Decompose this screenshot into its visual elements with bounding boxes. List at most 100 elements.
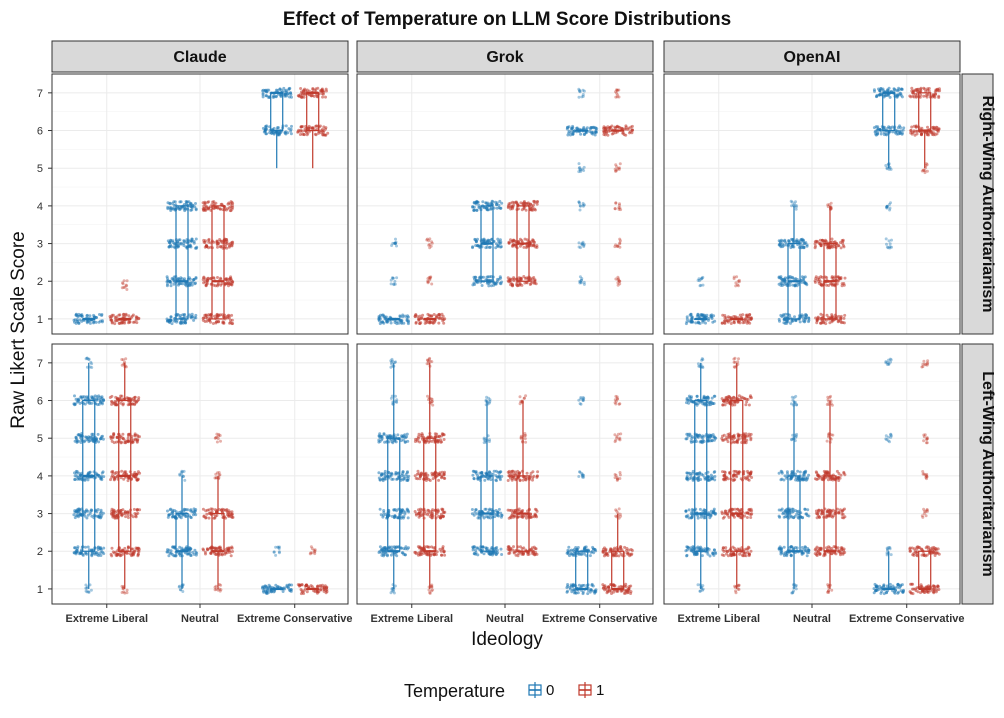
jitter-point [499,245,503,249]
jitter-point [390,362,394,366]
jitter-point [166,550,170,554]
jitter-point [795,284,799,288]
jitter-point [581,399,585,402]
jitter-point [85,552,89,556]
jitter-point [614,201,618,205]
jitter-point [188,546,192,550]
jitter-point [120,363,124,367]
jitter-point [626,591,630,595]
jitter-point [615,91,619,95]
jitter-point [825,313,829,317]
jitter-point [280,88,284,92]
jitter-point [272,550,276,554]
jitter-point [521,478,525,482]
jitter-point [609,589,613,593]
jitter-point [734,284,738,288]
jitter-point [126,545,130,549]
jitter-point [204,204,208,208]
jitter-point [416,469,420,473]
jitter-point [709,314,713,317]
jitter-point [178,473,182,477]
jitter-point [509,508,513,512]
jitter-point [569,133,572,137]
jitter-point [396,433,400,437]
box-neutral-t1 [506,394,540,558]
jitter-point [799,238,803,242]
jitter-point [131,515,135,519]
jitter-point [172,282,176,286]
jitter-point [429,397,433,401]
jitter-point [124,312,128,316]
jitter-point [482,552,486,556]
jitter-point [401,478,405,482]
jitter-point [566,583,570,586]
jitter-point [119,401,123,405]
jitter-point [123,441,127,445]
jitter-point [390,276,394,280]
jitter-point [535,515,539,519]
jitter-point [820,284,824,288]
jitter-point [110,400,113,403]
jitter-point [918,95,922,99]
jitter-point [224,208,228,212]
jitter-point [498,199,502,203]
jitter-point [307,124,311,128]
jitter-point [489,207,493,211]
jitter-point [101,511,105,515]
jitter-point [218,238,222,241]
jitter-point [511,548,515,552]
jitter-point [616,244,620,248]
jitter-point [135,440,139,444]
jitter-point [827,284,831,287]
jitter-point [617,88,621,92]
box-extreme-conservative-t0 [261,545,294,595]
jitter-point [434,553,438,557]
jitter-point [90,553,94,557]
jitter-point [486,238,490,242]
jitter-point [531,238,535,242]
jitter-point [494,553,498,557]
jitter-point [134,437,138,441]
jitter-point [581,475,585,479]
jitter-points [108,279,141,326]
jitter-point [618,166,621,170]
jitter-point [318,584,322,587]
jitter-point [533,507,537,511]
jitter-point [427,357,431,361]
jitter-point [885,242,888,246]
jitter-point [389,474,393,478]
jitter-point [124,283,128,287]
jitter-point [261,95,265,99]
jitter-point [618,206,622,210]
jitter-point [697,277,701,281]
jitter-points [565,87,599,286]
jitter-point [615,168,619,172]
jitter-point [618,241,622,245]
box-extreme-conservative-t1 [602,88,634,287]
jitter-point [579,402,583,406]
jitter-point [179,206,183,210]
jitter-point [385,553,389,557]
jitter-point [616,589,620,593]
jitter-point [94,438,98,442]
jitter-point [829,201,833,205]
jitter-point [580,472,584,475]
jitter-point [830,282,834,286]
jitter-point [313,132,317,136]
jitter-point [313,552,317,556]
jitter-point [488,246,492,249]
jitter-point [216,245,219,249]
jitter-point [512,201,516,205]
jitter-point [296,130,300,134]
jitter-point [201,507,205,511]
jitter-point [689,319,693,323]
jitter-point [912,130,916,134]
jitter-point [885,205,888,209]
jitter-point [171,240,175,244]
jitter-point [119,509,123,512]
jitter-point [521,552,525,556]
jitter-point [213,588,217,592]
jitter-point [570,552,574,556]
jitter-point [298,583,302,587]
jitter-point [471,245,475,249]
